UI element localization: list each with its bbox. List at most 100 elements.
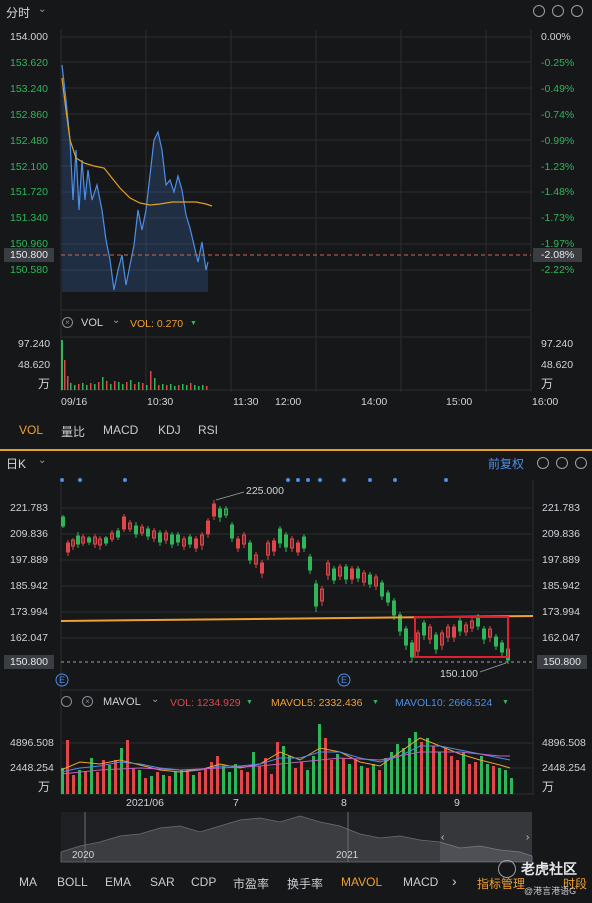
navigator-window[interactable]: [440, 812, 532, 862]
high-price-label: 225.000: [246, 485, 284, 497]
vol-unit: 万: [541, 377, 554, 391]
tab-pe[interactable]: 市盈率: [233, 877, 270, 891]
current-price-badge: 150.800: [537, 655, 587, 669]
price-tick: 154.000: [10, 31, 48, 43]
pct-tick: -2.22%: [541, 264, 575, 276]
price-tick: 209.836: [10, 528, 48, 540]
navigator-track[interactable]: [61, 812, 532, 862]
price-tick: 151.340: [10, 212, 48, 224]
watermark-user: @港言港语G: [524, 886, 577, 896]
pct-tick: -0.49%: [541, 83, 575, 95]
month-label: 7: [233, 797, 239, 809]
daily-kline-chart[interactable]: [0, 470, 592, 865]
navigator-area: [60, 815, 533, 863]
pct-tick: -1.73%: [541, 212, 575, 224]
price-tick: 153.620: [10, 57, 48, 69]
low-price-label: 150.100: [440, 668, 478, 680]
watermark-brand: 老虎社区: [521, 861, 577, 877]
event-marker-label: E: [341, 675, 348, 685]
current-price-badge: 150.800: [4, 248, 54, 262]
time-label: 16:00: [532, 396, 559, 408]
undo-icon[interactable]: [533, 5, 545, 17]
chevron-right-icon[interactable]: ›: [526, 832, 530, 843]
mavol-line-3: [60, 751, 510, 775]
chevron-down-icon[interactable]: ⌄: [38, 4, 47, 15]
intraday-header: 分时 ⌄: [0, 0, 592, 22]
down-triangle-icon: ▼: [502, 699, 509, 706]
price-tick: 197.889: [542, 554, 580, 566]
tab-vol[interactable]: VOL: [19, 423, 44, 437]
zoom-out-icon[interactable]: [556, 457, 568, 469]
event-marker-label: E: [59, 675, 66, 685]
pct-tick: -0.74%: [541, 109, 575, 121]
tab-kdj[interactable]: KDJ: [158, 423, 181, 437]
adjust-mode[interactable]: 前复权: [488, 457, 525, 471]
intraday-chart[interactable]: [0, 22, 592, 392]
mavol5-value: MAVOL5: 2332.436: [271, 697, 363, 709]
price-tick: 150.580: [10, 264, 48, 276]
down-triangle-icon: ▼: [246, 699, 253, 706]
tab-boll[interactable]: BOLL: [57, 875, 88, 889]
pct-tick: -1.23%: [541, 161, 575, 173]
tab-mavol[interactable]: MAVOL: [341, 875, 383, 889]
chevron-down-icon[interactable]: ⌄: [38, 455, 47, 466]
tab-cdp[interactable]: CDP: [191, 875, 217, 889]
zoom-in-icon[interactable]: [575, 457, 587, 469]
tab-volume-ratio[interactable]: 量比: [61, 425, 86, 439]
time-label: 10:30: [147, 396, 174, 408]
intraday-title[interactable]: 分时: [6, 6, 31, 20]
vol-tick: 48.620: [18, 359, 51, 371]
chevron-down-icon[interactable]: ⌄: [112, 315, 121, 326]
average-price-line: [61, 77, 213, 207]
period-button[interactable]: 时段: [563, 877, 588, 891]
price-tick: 209.836: [542, 528, 580, 540]
tab-sar[interactable]: SAR: [150, 875, 175, 889]
vol-value: VOL: 0.270: [130, 318, 184, 330]
chevron-left-icon[interactable]: ‹: [441, 832, 445, 843]
tab-macd[interactable]: MACD: [103, 423, 139, 437]
price-line: [61, 64, 209, 291]
tab-ma[interactable]: MA: [19, 875, 37, 889]
section-divider: [0, 449, 592, 451]
month-label: 2021/06: [126, 797, 164, 809]
price-tick: 151.720: [10, 186, 48, 198]
pct-tick: 0.00%: [541, 31, 571, 43]
close-icon[interactable]: ×: [62, 317, 73, 328]
year-label: 2020: [72, 850, 95, 861]
zoom-out-icon[interactable]: [552, 5, 564, 17]
tab-rsi[interactable]: RSI: [198, 423, 219, 437]
mavol10-line: [60, 745, 511, 773]
vol-unit: 万: [38, 780, 51, 794]
price-tick: 173.994: [542, 606, 580, 618]
tab-turnover[interactable]: 换手率: [287, 877, 324, 891]
chevron-down-icon[interactable]: ⌄: [151, 694, 160, 705]
indicator-manager-button[interactable]: 指标管理: [477, 877, 526, 891]
time-label: 12:00: [275, 396, 302, 408]
vol-value: VOL: 1234.929: [170, 697, 241, 709]
vol-tick: 4896.508: [542, 737, 586, 749]
tab-ema[interactable]: EMA: [105, 875, 132, 889]
current-pct-badge: -2.08%: [533, 248, 583, 262]
tab-macd[interactable]: MACD: [403, 875, 439, 889]
vol-tick: 2448.254: [542, 762, 586, 774]
price-tick: 152.100: [10, 161, 48, 173]
event-markers[interactable]: [60, 478, 448, 482]
month-label: 8: [341, 797, 347, 809]
high-marker-line: [215, 491, 245, 501]
event-circle[interactable]: [55, 673, 69, 687]
close-icon[interactable]: ×: [82, 696, 93, 707]
down-triangle-icon: ▼: [372, 699, 379, 706]
undo-icon[interactable]: [537, 457, 549, 469]
event-circle[interactable]: [337, 673, 351, 687]
more-tabs-icon[interactable]: ›: [452, 873, 457, 889]
mavol-indicator-name[interactable]: MAVOL: [103, 696, 141, 708]
vol-indicator-name[interactable]: VOL: [81, 317, 104, 329]
current-price-badge: 150.800: [4, 655, 54, 669]
price-tick: 153.240: [10, 83, 48, 95]
zoom-in-icon[interactable]: [571, 5, 583, 17]
vol-tick: 48.620: [541, 359, 574, 371]
daily-title[interactable]: 日K: [6, 457, 27, 471]
price-tick: 185.942: [10, 580, 48, 592]
settings-icon[interactable]: [61, 696, 72, 707]
price-tick: 152.480: [10, 135, 48, 147]
